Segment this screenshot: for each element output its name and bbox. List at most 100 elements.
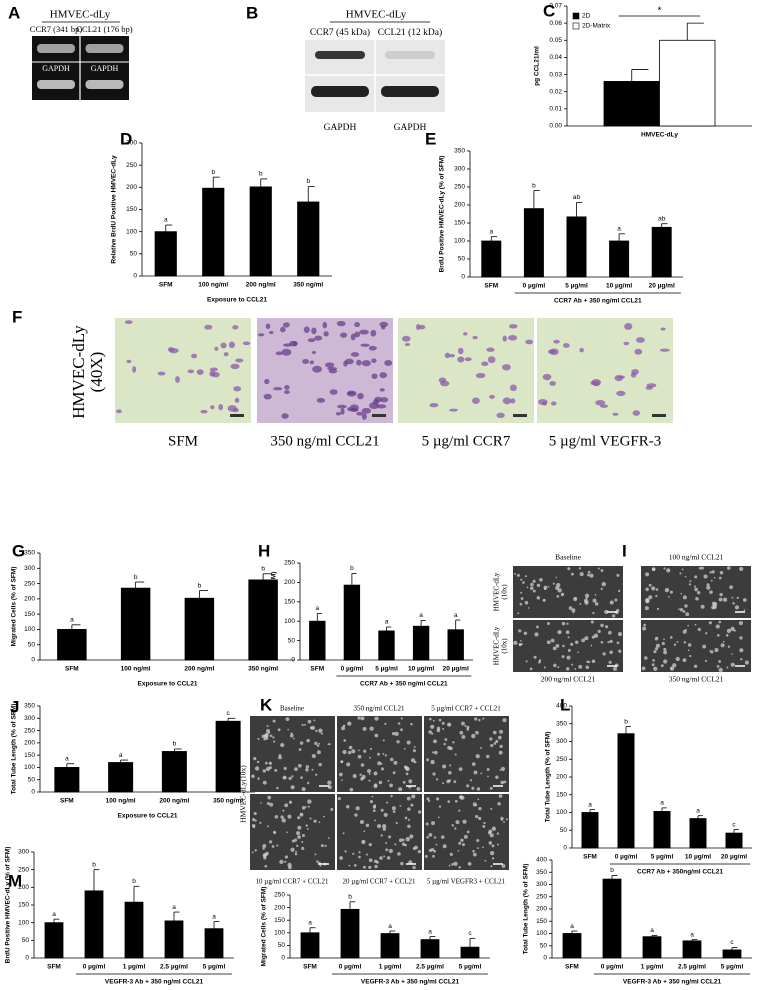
cell <box>347 391 355 395</box>
cell <box>668 596 670 598</box>
cell <box>600 640 604 644</box>
cell <box>200 409 208 414</box>
control-label: GAPDH <box>394 123 427 133</box>
cell <box>368 779 371 782</box>
bar <box>460 946 480 959</box>
cell <box>379 372 388 379</box>
significance-letter: c <box>732 821 736 828</box>
error-bar <box>386 626 392 631</box>
band <box>381 86 439 97</box>
cell <box>739 566 744 572</box>
cell <box>529 586 534 590</box>
cell <box>553 663 557 668</box>
cell <box>684 629 687 632</box>
cell <box>546 621 550 625</box>
cell <box>287 728 290 731</box>
cell <box>555 576 558 579</box>
cell <box>489 737 493 741</box>
cell <box>384 722 387 725</box>
cell <box>437 816 440 819</box>
cell <box>167 347 175 352</box>
cell <box>614 598 618 602</box>
cell <box>726 566 731 570</box>
cell <box>448 770 452 775</box>
cell <box>490 743 494 748</box>
cell <box>157 371 166 376</box>
cell <box>318 762 322 767</box>
cell <box>384 359 393 367</box>
band <box>37 80 75 89</box>
cell <box>262 844 267 848</box>
caption: 350 ng/ml CCL21 <box>270 433 379 449</box>
cell <box>594 602 599 606</box>
cell <box>634 348 643 355</box>
cell <box>319 864 322 867</box>
x-tick-label: 100 ng/ml <box>198 282 228 289</box>
cell <box>280 326 286 333</box>
cell <box>440 380 450 387</box>
cell <box>417 849 421 854</box>
cell <box>431 821 435 826</box>
cell <box>567 636 570 639</box>
cell <box>609 639 613 644</box>
error-bar <box>455 619 461 630</box>
caption: 10 µg/ml CCR7 + CCL21 <box>256 878 329 886</box>
significance-letter: a <box>52 911 56 918</box>
cell <box>694 575 698 579</box>
cell <box>297 763 302 768</box>
cell <box>377 761 382 766</box>
bar <box>202 187 225 277</box>
y-tick-label: 0.00 <box>549 123 562 130</box>
error-bar <box>71 624 81 630</box>
cell <box>345 358 354 365</box>
cell <box>595 399 606 406</box>
cell <box>403 748 406 750</box>
cell <box>432 772 436 776</box>
cell <box>447 745 452 750</box>
cell <box>410 803 414 807</box>
cell <box>435 843 438 846</box>
cell <box>612 412 619 416</box>
cell <box>440 835 445 839</box>
cell <box>451 863 454 866</box>
cell <box>534 632 539 637</box>
y-tick-label: 200 <box>126 184 137 191</box>
cell <box>449 764 452 767</box>
cell <box>495 775 499 779</box>
cell <box>517 612 520 615</box>
bar <box>682 940 702 959</box>
cell <box>352 852 355 855</box>
cell <box>499 744 503 749</box>
cell <box>478 806 482 811</box>
band <box>85 80 124 89</box>
cell <box>611 614 616 618</box>
cell <box>652 658 656 662</box>
cell <box>359 329 369 335</box>
cell <box>356 359 362 366</box>
cell <box>476 787 481 791</box>
cell <box>481 361 489 367</box>
cell <box>543 598 546 601</box>
y-tick-label: 300 <box>454 166 465 173</box>
cell <box>555 644 560 648</box>
cell <box>574 668 577 670</box>
significance-letter: a <box>588 801 592 808</box>
cell <box>409 834 414 839</box>
cell <box>273 740 276 743</box>
cell <box>303 326 310 333</box>
cell <box>361 413 367 420</box>
x-tick-label: 5 µg/ml <box>721 964 744 971</box>
cell <box>386 856 391 860</box>
cell <box>476 839 480 843</box>
cell <box>567 648 571 652</box>
micrograph <box>115 318 251 423</box>
cell <box>383 855 386 858</box>
cell <box>262 780 267 785</box>
scale-bar <box>372 414 386 417</box>
cell <box>731 596 734 599</box>
y-tick-label: 50 <box>28 641 36 648</box>
cell <box>536 596 541 600</box>
cell <box>508 324 518 329</box>
cell <box>305 768 309 772</box>
cell <box>590 380 595 386</box>
